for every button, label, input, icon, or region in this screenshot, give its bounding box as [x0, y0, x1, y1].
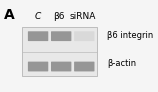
Text: β6 integrin: β6 integrin — [107, 31, 154, 40]
Text: β6: β6 — [53, 12, 64, 21]
FancyBboxPatch shape — [28, 31, 48, 41]
FancyBboxPatch shape — [74, 31, 94, 41]
Text: β-actin: β-actin — [107, 59, 137, 68]
FancyBboxPatch shape — [22, 27, 97, 76]
Text: siRNA: siRNA — [70, 12, 96, 21]
Text: A: A — [4, 8, 15, 22]
FancyBboxPatch shape — [51, 62, 71, 71]
FancyBboxPatch shape — [28, 62, 48, 71]
FancyBboxPatch shape — [74, 62, 94, 71]
Text: C: C — [35, 12, 41, 21]
FancyBboxPatch shape — [51, 31, 71, 41]
